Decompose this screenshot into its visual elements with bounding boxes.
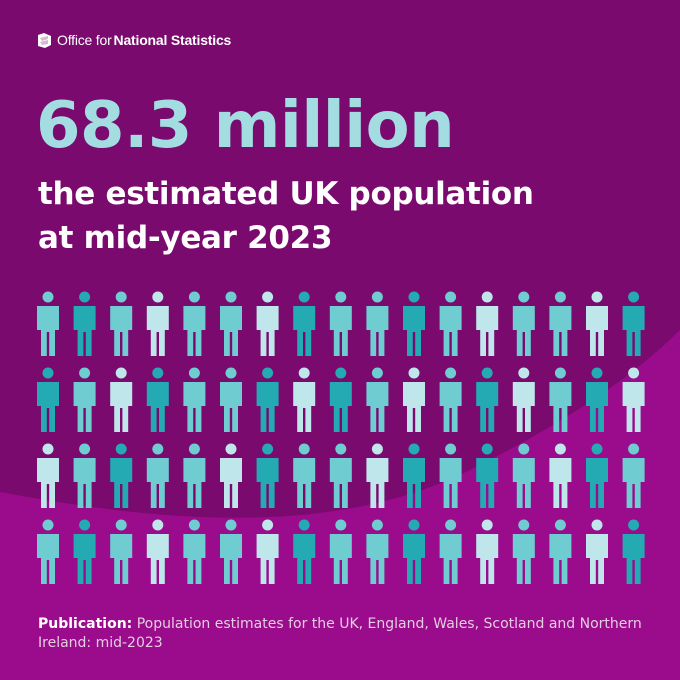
publication-title: Population estimates for the UK, England… xyxy=(38,616,642,651)
person-icon xyxy=(512,443,535,508)
person-icon xyxy=(110,367,133,432)
person-icon xyxy=(366,519,389,584)
person-icon xyxy=(622,367,645,432)
person-icon xyxy=(586,291,608,356)
person-icon xyxy=(256,443,279,508)
person-icon xyxy=(403,519,425,584)
person-icon xyxy=(476,291,499,356)
person-icon xyxy=(37,519,59,584)
subtitle-line-1: the estimated UK population xyxy=(38,176,534,212)
person-icon xyxy=(622,291,645,356)
person-icon xyxy=(549,443,572,508)
person-icon xyxy=(586,443,608,508)
person-icon xyxy=(439,367,462,432)
person-icon xyxy=(146,443,169,508)
person-icon xyxy=(256,519,279,584)
person-icon xyxy=(329,443,352,508)
person-icon xyxy=(586,519,608,584)
person-icon xyxy=(220,367,242,432)
person-icon xyxy=(366,443,389,508)
person-icon xyxy=(183,443,206,508)
person-icon xyxy=(439,291,462,356)
person-icon xyxy=(549,519,572,584)
person-icon xyxy=(220,443,242,508)
person-icon xyxy=(146,291,169,356)
person-icon xyxy=(512,519,535,584)
person-icon xyxy=(183,291,206,356)
person-icon xyxy=(293,291,316,356)
person-icon xyxy=(329,519,352,584)
person-icon xyxy=(183,367,206,432)
publication-note: Publication: Population estimates for th… xyxy=(38,615,653,653)
person-icon xyxy=(403,291,425,356)
person-icon xyxy=(73,367,96,432)
person-icon xyxy=(549,291,572,356)
person-icon xyxy=(37,443,59,508)
person-icon xyxy=(220,519,242,584)
person-icon xyxy=(439,519,462,584)
person-icon xyxy=(220,291,242,356)
person-icon xyxy=(366,367,389,432)
person-icon xyxy=(293,367,316,432)
person-icon xyxy=(37,291,59,356)
person-icon xyxy=(293,443,316,508)
person-icon xyxy=(256,367,279,432)
person-icon xyxy=(37,367,59,432)
person-icon xyxy=(512,291,535,356)
person-icon xyxy=(476,443,499,508)
person-icon xyxy=(512,367,535,432)
person-icon xyxy=(586,367,608,432)
person-icon xyxy=(110,291,133,356)
person-icon xyxy=(183,519,206,584)
person-icon xyxy=(110,519,133,584)
person-icon xyxy=(293,519,316,584)
logo-text-light: Office for xyxy=(57,32,112,48)
subtitle-line-2: at mid-year 2023 xyxy=(38,220,333,256)
logo-text-bold: National Statistics xyxy=(113,32,232,48)
person-icon xyxy=(476,519,499,584)
person-icon xyxy=(110,443,133,508)
person-icon xyxy=(73,291,96,356)
person-icon xyxy=(329,291,352,356)
person-icon xyxy=(622,443,645,508)
person-icon xyxy=(73,519,96,584)
person-icon xyxy=(73,443,96,508)
person-icon xyxy=(366,291,389,356)
headline-subtitle: the estimated UK population at mid-year … xyxy=(38,172,534,260)
population-figure: 68.3 million xyxy=(36,89,455,163)
person-icon xyxy=(256,291,279,356)
ons-logo: Office for National Statistics xyxy=(36,31,231,49)
person-icon xyxy=(146,519,169,584)
person-icon xyxy=(146,367,169,432)
ons-logo-icon xyxy=(38,32,51,48)
person-icon xyxy=(476,367,499,432)
person-icon xyxy=(403,443,425,508)
person-icon xyxy=(549,367,572,432)
publication-label: Publication: xyxy=(38,616,133,632)
person-icon xyxy=(329,367,352,432)
person-icon xyxy=(622,519,645,584)
person-icon xyxy=(403,367,425,432)
person-icon xyxy=(439,443,462,508)
